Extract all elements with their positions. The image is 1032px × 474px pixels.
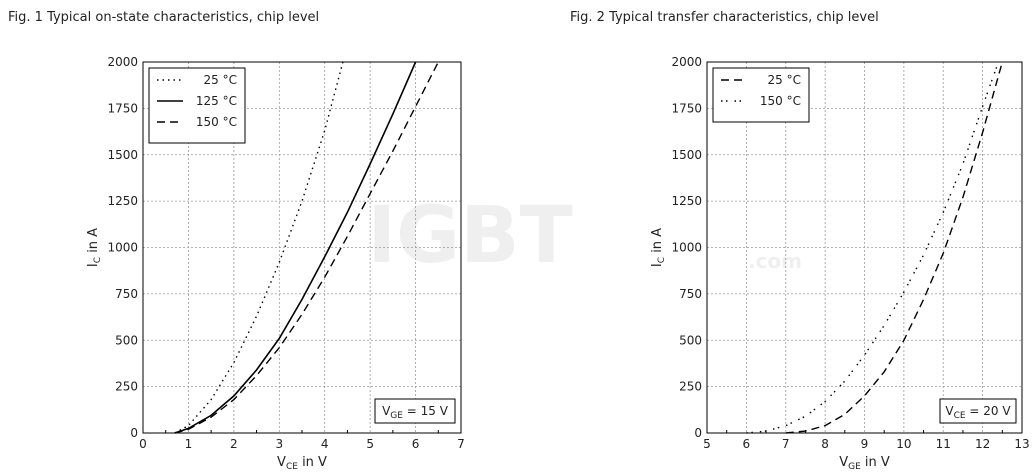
- watermark-sub-text: .com: [748, 249, 802, 273]
- chart2-legend-label-1: 25 °C: [768, 73, 801, 87]
- chart2-x-tick-label: 7: [782, 437, 790, 451]
- chart1-x-tick-label: 3: [275, 437, 283, 451]
- chart1-y-tick-label: 1750: [107, 101, 138, 115]
- chart1-y-tick-label: 1000: [107, 241, 138, 255]
- chart1-y-tick-label: 500: [115, 333, 138, 347]
- chart2-plot-frame: [706, 61, 1023, 434]
- chart2-legend-label-2: 150 °C: [760, 94, 801, 108]
- chart2-x-tick-label: 9: [861, 437, 869, 451]
- chart1-x-tick-label: 2: [230, 437, 238, 451]
- fig1-title: Fig. 1 Typical on-state characteristics,…: [8, 10, 320, 25]
- chart1-y-tick-label: 2000: [107, 55, 138, 69]
- chart2-x-tick-label: 12: [975, 437, 990, 451]
- chart1-y-tick-label: 250: [115, 380, 138, 394]
- chart2-y-tick-label: 1750: [671, 101, 702, 115]
- chart2-y-tick-label: 2000: [671, 55, 702, 69]
- chart2-annotation-box: [939, 398, 1017, 424]
- chart1-plot-frame: [142, 61, 462, 434]
- chart2-y-tick-label: 500: [679, 333, 702, 347]
- chart2-x-tick-label: 8: [821, 437, 829, 451]
- chart1-legend-label-3: 150 °C: [196, 115, 237, 129]
- chart1-x-tick-label: 4: [321, 437, 329, 451]
- chart2-x-tick-label: 5: [703, 437, 711, 451]
- chart2-y-tick-label: 0: [694, 426, 702, 440]
- fig2-title: Fig. 2 Typical transfer characteristics,…: [570, 10, 879, 25]
- chart2-y-tick-label: 1500: [671, 148, 702, 162]
- chart1-annotation-text: VGE = 15 V: [382, 404, 449, 421]
- chart1-y-tick-label: 0: [130, 426, 138, 440]
- chart2-series-line-1: [785, 61, 1003, 434]
- chart2-y-tick-label: 250: [679, 380, 702, 394]
- chart1-x-tick-label: 1: [185, 437, 193, 451]
- chart1-legend-label-2: 125 °C: [196, 94, 237, 108]
- watermark-text: IGBT: [367, 191, 573, 281]
- chart2-x-tick-label: 10: [896, 437, 911, 451]
- chart2-x-axis-label: VGE in V: [839, 455, 890, 472]
- chart1-series-line-3: [174, 61, 439, 434]
- chart1-y-tick-label: 750: [115, 287, 138, 301]
- chart2-y-tick-label: 750: [679, 287, 702, 301]
- chart1-x-axis-label: VCE in V: [277, 455, 327, 472]
- chart1-legend-label-1: 25 °C: [204, 73, 237, 87]
- chart2-x-tick-label: 6: [743, 437, 751, 451]
- chart2-annotation-text: VCE = 20 V: [945, 404, 1011, 421]
- chart2-y-axis-label: IC in A: [650, 228, 667, 267]
- chart1-legend-box: [148, 67, 246, 144]
- chart1-y-tick-label: 1500: [107, 148, 138, 162]
- chart2-y-tick-label: 1000: [671, 241, 702, 255]
- chart1-x-tick-label: 6: [412, 437, 420, 451]
- chart1-y-tick-label: 1250: [107, 194, 138, 208]
- chart1-series-line-2: [174, 61, 417, 434]
- chart1-x-tick-label: 7: [457, 437, 465, 451]
- chart1-y-axis-label: IC in A: [86, 228, 103, 267]
- chart1-x-tick-label: 5: [366, 437, 374, 451]
- chart2-y-tick-label: 1250: [671, 194, 702, 208]
- chart2-x-tick-label: 13: [1014, 437, 1029, 451]
- chart1-x-tick-label: 0: [139, 437, 147, 451]
- chart2-x-tick-label: 11: [936, 437, 951, 451]
- chart2-legend-box: [712, 67, 810, 123]
- chart1-annotation-box: [374, 398, 456, 424]
